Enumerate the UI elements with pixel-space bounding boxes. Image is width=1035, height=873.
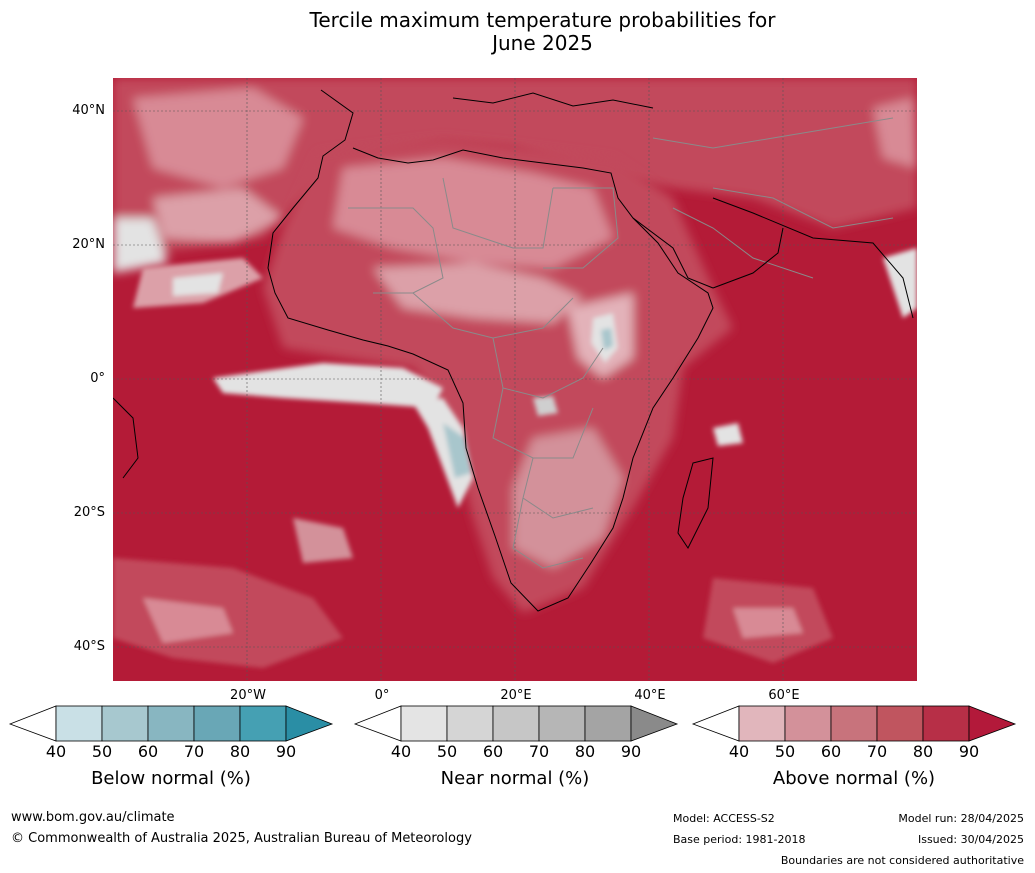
colorbar-above-bin-1 [738, 705, 786, 742]
near-tick-40: 40 [390, 742, 412, 761]
colorbar-below-bin-4 [193, 705, 241, 742]
colorbar-below-bin-1 [55, 705, 103, 742]
lon-label-0: 0° [374, 688, 390, 703]
shading-africa [263, 138, 733, 613]
colorbar-below-extend-high [285, 705, 334, 742]
colorbar-near-bin-5 [584, 705, 632, 742]
lat-label-40s: 40°S [73, 639, 105, 654]
above-tick-40: 40 [728, 742, 750, 761]
shading-near-normal [113, 248, 917, 668]
gridlines [113, 78, 917, 681]
below-tick-50: 50 [91, 742, 113, 761]
above-tick-90: 90 [958, 742, 980, 761]
title-line-1: Tercile maximum temperature probabilitie… [309, 8, 776, 32]
colorbar-above-bin-3 [830, 705, 878, 742]
website-link[interactable]: www.bom.gov.au/climate [11, 810, 175, 825]
disclaimer-text: Boundaries are not considered authoritat… [780, 854, 1024, 867]
colorbar-below-bin-5 [239, 705, 287, 742]
coastlines [113, 89, 914, 612]
below-tick-60: 60 [137, 742, 159, 761]
lat-label-20n: 20°N [72, 237, 105, 252]
below-normal-caption: Below normal (%) [91, 768, 251, 789]
colorbar-below-bin-3 [147, 705, 195, 742]
lon-label-20e: 20°E [500, 688, 532, 703]
country-borders [348, 117, 894, 569]
colorbar-near-bin-3 [492, 705, 540, 742]
below-tick-80: 80 [229, 742, 251, 761]
lat-label-40n: 40°N [72, 103, 105, 118]
colorbar-above-extend-low [691, 705, 740, 742]
colorbar-near-bin-1 [400, 705, 448, 742]
base-period-text: Base period: 1981-2018 [673, 833, 806, 846]
legend-near-normal [353, 705, 679, 742]
colorbar-near [353, 705, 679, 742]
colorbar-below-bin-2 [101, 705, 149, 742]
lat-label-20s: 20°S [73, 505, 105, 520]
colorbar-above-extend-high [968, 705, 1017, 742]
near-tick-80: 80 [574, 742, 596, 761]
near-tick-70: 70 [528, 742, 550, 761]
colorbar-near-bin-4 [538, 705, 586, 742]
above-tick-70: 70 [866, 742, 888, 761]
lon-label-60e: 60°E [768, 688, 800, 703]
model-text: Model: ACCESS-S2 [673, 812, 775, 825]
near-tick-60: 60 [482, 742, 504, 761]
colorbar-above-bin-2 [784, 705, 832, 742]
near-normal-caption: Near normal (%) [440, 768, 590, 789]
colorbar-near-extend-high [630, 705, 679, 742]
below-tick-70: 70 [183, 742, 205, 761]
lat-label-0: 0° [90, 371, 105, 386]
near-tick-50: 50 [436, 742, 458, 761]
map-svg [113, 78, 917, 681]
above-tick-60: 60 [820, 742, 842, 761]
title-line-2: June 2025 [492, 31, 593, 55]
probability-map [113, 78, 917, 681]
below-tick-90: 90 [275, 742, 297, 761]
legend-below-normal [8, 705, 334, 742]
colorbar-above [691, 705, 1017, 742]
lon-label-20w: 20°W [230, 688, 266, 703]
colorbar-near-bin-2 [446, 705, 494, 742]
above-tick-80: 80 [912, 742, 934, 761]
legend-above-normal [691, 705, 1017, 742]
issued-text: Issued: 30/04/2025 [917, 833, 1024, 846]
copyright-text: © Commonwealth of Australia 2025, Austra… [11, 831, 472, 846]
near-tick-90: 90 [620, 742, 642, 761]
above-normal-caption: Above normal (%) [772, 768, 936, 789]
colorbar-near-extend-low [353, 705, 402, 742]
shading-north [113, 78, 917, 273]
colorbar-above-bin-4 [876, 705, 924, 742]
colorbar-below-extend-low [8, 705, 57, 742]
colorbar-below [8, 705, 334, 742]
below-tick-40: 40 [45, 742, 67, 761]
above-tick-50: 50 [774, 742, 796, 761]
chart-title: Tercile maximum temperature probabilitie… [0, 9, 1035, 55]
lon-label-40e: 40°E [634, 688, 666, 703]
model-run-text: Model run: 28/04/2025 [898, 812, 1024, 825]
colorbar-above-bin-5 [922, 705, 970, 742]
